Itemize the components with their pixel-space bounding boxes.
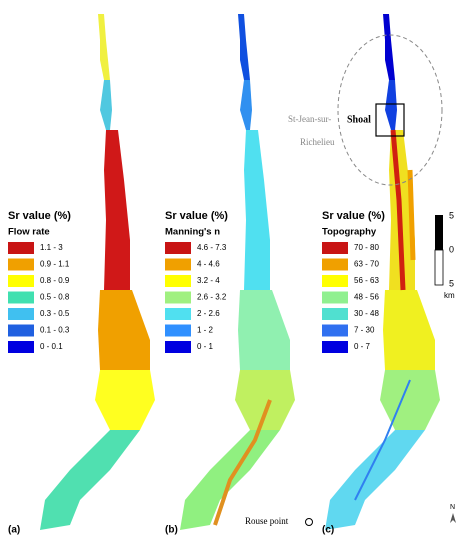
legend-swatch <box>8 258 34 271</box>
legend-swatch <box>165 324 191 337</box>
town-label: St-Jean-sur- <box>288 114 331 124</box>
legend-swatch <box>165 308 191 320</box>
legend-label: 0 - 7 <box>354 342 371 351</box>
legend-swatch <box>165 258 191 271</box>
legend-swatch <box>322 324 348 337</box>
north-arrow <box>450 513 456 523</box>
legend-label: 0.1 - 0.3 <box>40 326 70 335</box>
shoal-box <box>375 103 405 137</box>
legend-swatch <box>8 291 34 304</box>
map-a <box>40 14 155 530</box>
legend-label: 1.1 - 3 <box>40 243 63 252</box>
place-marker <box>305 518 313 526</box>
legend-label: 48 - 56 <box>354 293 379 302</box>
legend-label: 3.2 - 4 <box>197 276 220 285</box>
legend-swatch <box>165 242 191 254</box>
legend-label: 0.9 - 1.1 <box>40 260 70 269</box>
panel-label: (c) <box>322 525 334 536</box>
scale-bar <box>435 215 443 250</box>
scale-bar <box>434 249 444 286</box>
legend-swatch <box>8 275 34 287</box>
scale-unit: km <box>444 291 455 300</box>
map-c <box>325 14 440 530</box>
panel-label: (b) <box>165 525 178 536</box>
legend-swatch <box>8 324 34 337</box>
legend-swatch <box>322 291 348 304</box>
legend-title: Sr value (%) <box>165 210 228 222</box>
legend-label: 4 - 4.6 <box>197 260 220 269</box>
legend-swatch <box>165 275 191 287</box>
scale-label: 0 <box>449 244 454 254</box>
legend-subtitle: Flow rate <box>8 227 50 238</box>
legend-swatch <box>8 308 34 320</box>
legend-label: 2.6 - 3.2 <box>197 293 227 302</box>
legend-swatch <box>322 242 348 254</box>
legend-label: 0 - 0.1 <box>40 342 63 351</box>
legend-label: 1 - 2 <box>197 326 214 335</box>
legend-label: 63 - 70 <box>354 260 379 269</box>
legend-label: 4.6 - 7.3 <box>197 243 227 252</box>
town-label: Richelieu <box>300 137 335 147</box>
legend-swatch <box>8 341 34 353</box>
legend-label: 2 - 2.6 <box>197 309 220 318</box>
panel-label: (a) <box>8 525 20 536</box>
scale-label: 5 <box>449 278 454 288</box>
legend-swatch <box>322 258 348 271</box>
legend-label: 56 - 63 <box>354 276 379 285</box>
shoal-label: Shoal <box>347 114 371 125</box>
legend-label: 7 - 30 <box>354 326 375 335</box>
legend-label: 0.5 - 0.8 <box>40 293 70 302</box>
legend-swatch <box>8 242 34 254</box>
legend-swatch <box>322 308 348 320</box>
legend-swatch <box>322 275 348 287</box>
legend-label: 0.8 - 0.9 <box>40 276 70 285</box>
place-label: Rouse point <box>245 516 289 526</box>
legend-label: 0 - 1 <box>197 342 214 351</box>
legend-label: 30 - 48 <box>354 309 379 318</box>
map-b <box>180 14 295 530</box>
legend-subtitle: Manning's n <box>165 227 220 238</box>
legend-title: Sr value (%) <box>8 210 71 222</box>
legend-swatch <box>322 341 348 353</box>
legend-title: Sr value (%) <box>322 210 385 222</box>
legend-swatch <box>165 291 191 304</box>
legend-swatch <box>165 341 191 353</box>
scale-label: 5 <box>449 210 454 220</box>
legend-label: 70 - 80 <box>354 243 379 252</box>
legend-label: 0.3 - 0.5 <box>40 309 70 318</box>
legend-subtitle: Topography <box>322 227 377 238</box>
north-label: N <box>450 504 455 511</box>
shoal-ellipse <box>337 34 443 186</box>
